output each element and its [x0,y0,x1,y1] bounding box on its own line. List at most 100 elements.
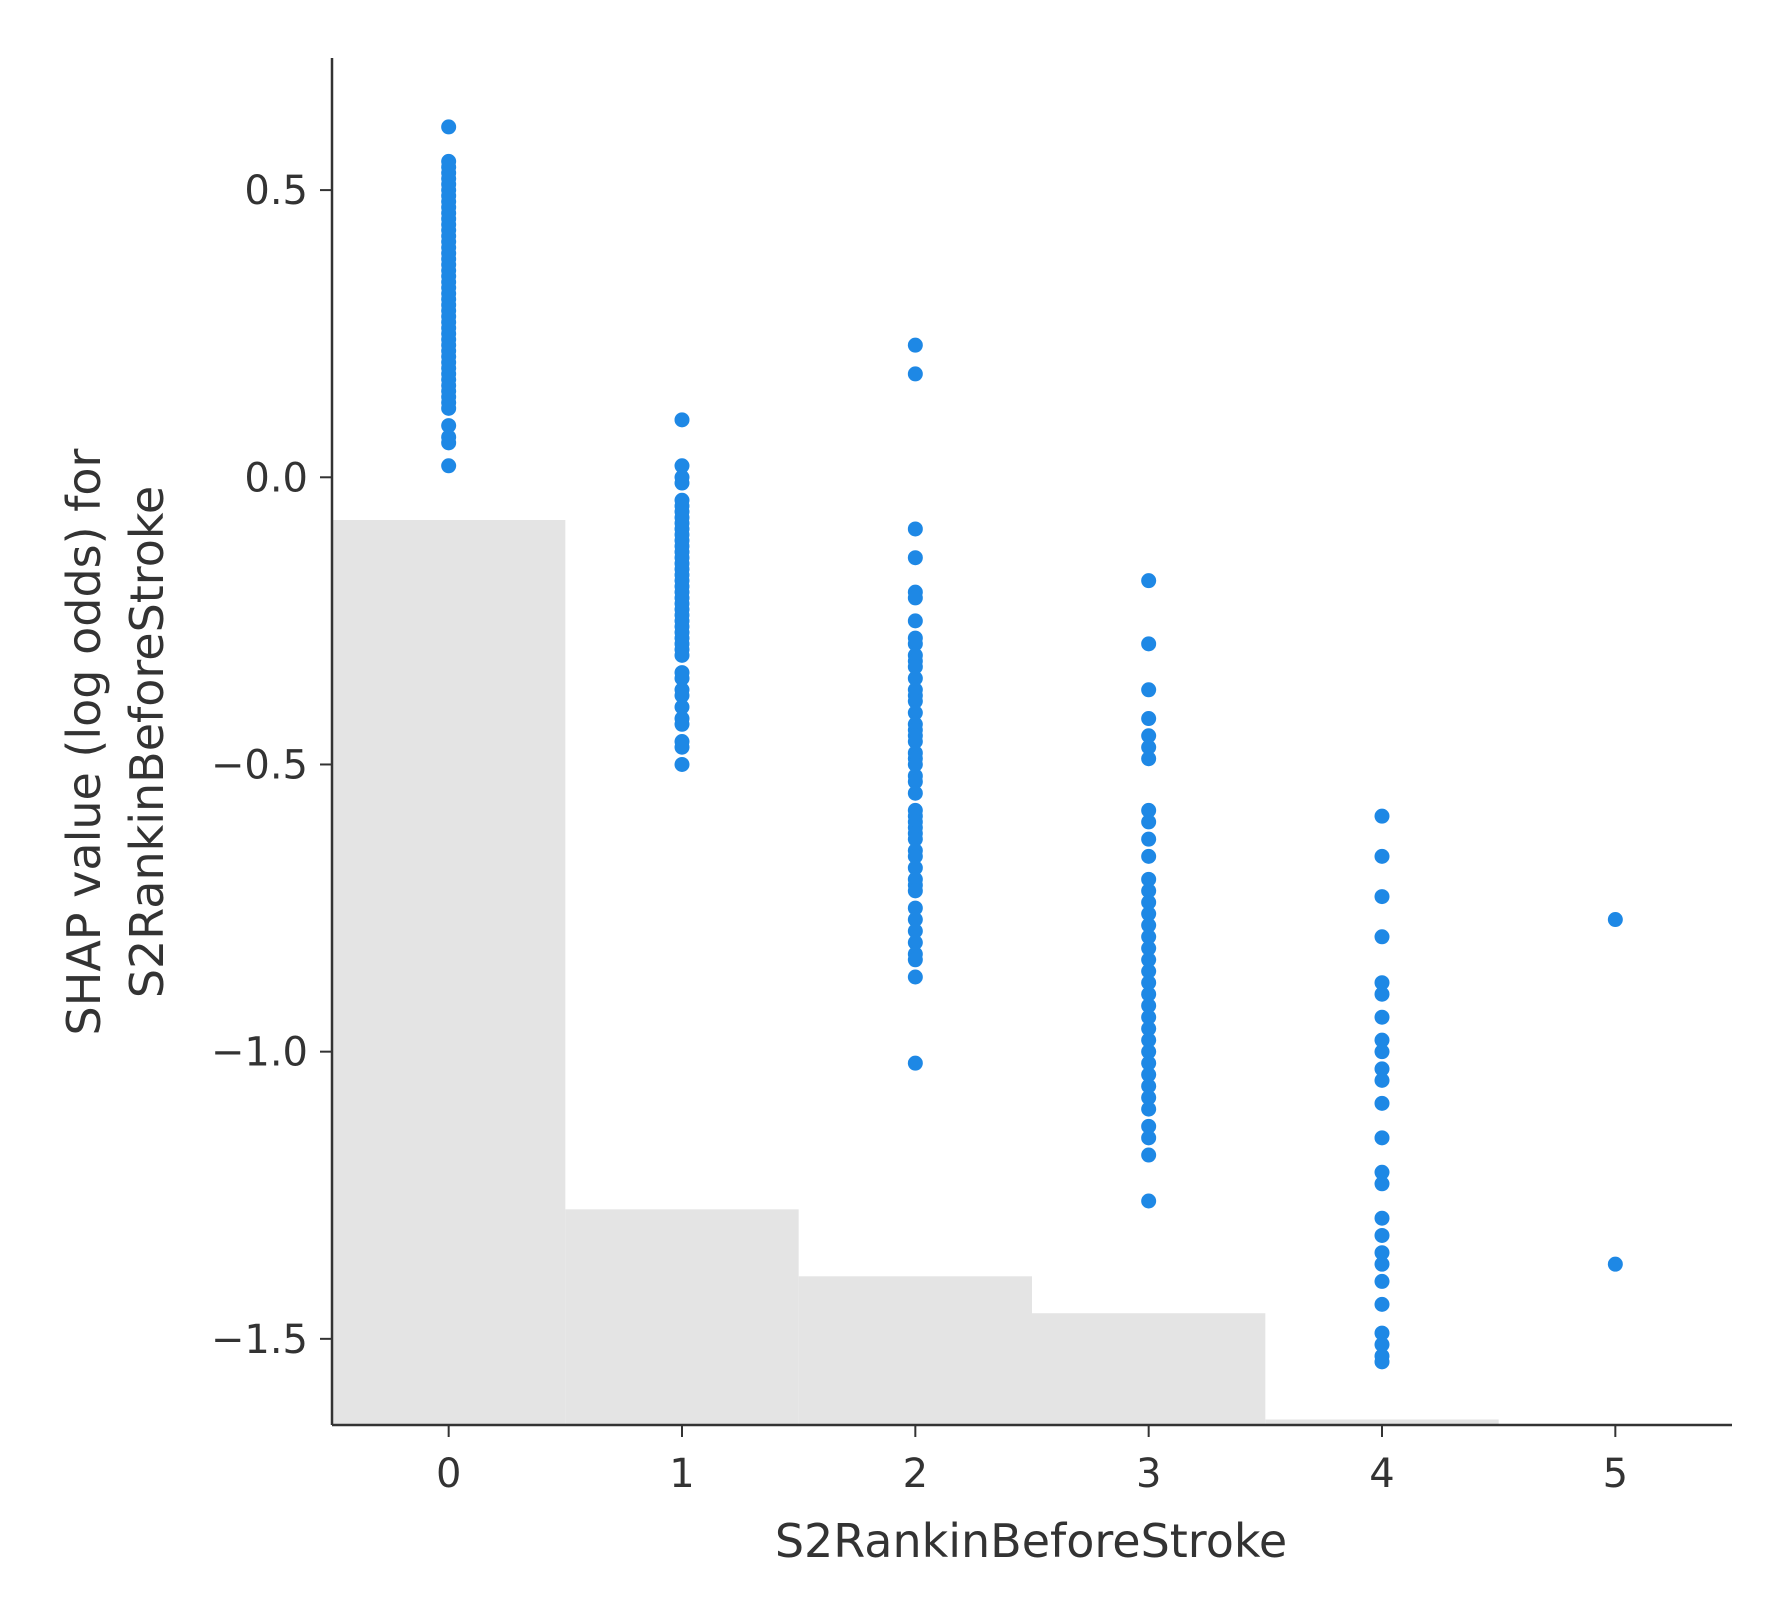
data-point [1374,1061,1390,1077]
data-point [1141,1147,1157,1163]
data-point [907,337,923,353]
x-tick-label: 3 [1136,1451,1161,1497]
data-point [1141,739,1157,755]
data-point [674,716,690,732]
data-point [907,756,923,772]
data-point [907,659,923,675]
data-point [907,734,923,749]
data-point [1141,940,1157,956]
data-point [907,521,923,537]
data-point [1374,1176,1390,1192]
data-point [907,831,923,847]
data-point [1141,871,1157,887]
data-point [907,883,923,899]
data-point [674,670,690,686]
data-point [1374,1072,1390,1088]
data-point [1374,1044,1390,1060]
data-point [907,670,923,686]
x-tick-label: 4 [1369,1451,1394,1497]
data-point [907,912,923,928]
data-point [907,969,923,985]
data-point [674,756,690,772]
histogram-bar-2 [798,1276,1032,1425]
data-point [907,774,923,790]
data-point [1141,1032,1157,1048]
data-point [1141,682,1157,698]
data-point [1374,1256,1390,1272]
data-point [441,400,457,416]
x-tick-label: 1 [669,1451,694,1497]
y-axis-label-line-1: SHAP value (log odds) for [57,448,111,1035]
x-axis-label: S2RankinBeforeStroke [775,1514,1287,1568]
data-point [1141,848,1157,864]
data-point [1141,573,1157,589]
data-point [1141,894,1157,910]
data-point [1141,998,1157,1014]
data-point [441,119,457,135]
data-point [674,458,690,474]
histogram-bar-3 [1032,1313,1266,1425]
data-point [1607,912,1623,928]
data-point [907,705,923,721]
data-point [1374,1009,1390,1025]
data-point [1374,1273,1390,1289]
x-ticks: 0 1 2 3 4 5 [436,1425,1628,1497]
x-tick-label: 5 [1603,1451,1628,1497]
data-point [1141,636,1157,652]
data-point [1141,1078,1157,1094]
data-point [674,412,690,428]
data-point [1374,929,1390,945]
data-point [674,647,690,663]
data-point [1141,1009,1157,1025]
data-point [907,636,923,652]
data-point [1374,808,1390,824]
scatter-points [441,119,1623,1370]
data-point [907,923,923,939]
data-point [1141,1101,1157,1117]
feature-histogram [332,520,1499,1425]
data-point [1141,929,1157,945]
data-point [1374,1164,1390,1180]
data-point [1141,1021,1157,1037]
data-point [1374,1325,1390,1341]
histogram-bar-0 [332,520,566,1425]
data-point [1141,802,1157,818]
data-point [1141,814,1157,830]
data-point [1141,1055,1157,1071]
data-point [1374,1296,1390,1312]
data-point [1374,889,1390,905]
data-point [1374,1227,1390,1243]
data-point [1141,1067,1157,1083]
data-point [907,590,923,606]
data-point [1141,917,1157,933]
data-point [907,785,923,801]
data-point [907,848,923,864]
data-point [907,613,923,629]
y-axis-label-line-2: S2RankinBeforeStroke [120,486,174,998]
data-point [1374,1095,1390,1111]
data-point [1374,1337,1390,1353]
data-point [907,366,923,382]
data-point [1141,1044,1157,1060]
data-point [441,418,457,434]
data-point [1374,986,1390,1002]
data-point [674,739,690,755]
data-point [1141,883,1157,899]
data-point [1141,1193,1157,1209]
data-point [1141,1090,1157,1106]
data-point [1374,1130,1390,1146]
y-tick-label: 0.5 [244,168,308,214]
data-point [1374,1354,1390,1370]
data-point [907,900,923,916]
data-point [1141,831,1157,847]
data-point [1141,1130,1157,1146]
data-point [907,1055,923,1071]
data-point [907,693,923,709]
data-point [1141,952,1157,968]
axes [330,58,1732,1427]
y-tick-label: −1.0 [211,1030,308,1076]
data-point [1374,1032,1390,1048]
x-tick-label: 2 [903,1451,928,1497]
data-point [674,688,690,704]
